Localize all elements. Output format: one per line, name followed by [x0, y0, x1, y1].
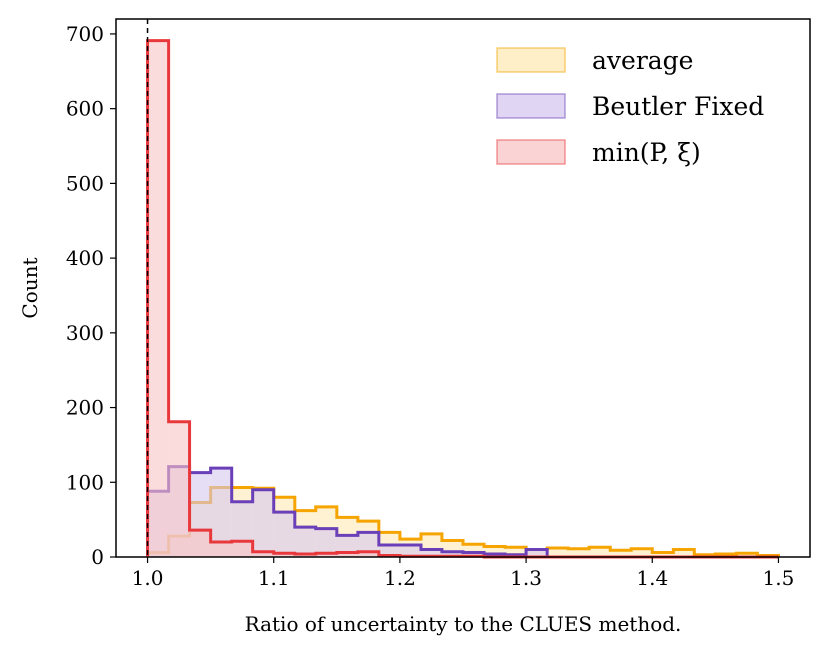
legend: average Beutler Fixed min(P, ξ) [496, 46, 764, 167]
bar [526, 549, 548, 557]
bar [273, 512, 295, 557]
bar [231, 541, 253, 557]
bar [252, 489, 274, 557]
y-tick-label: 700 [66, 22, 104, 46]
bar [589, 547, 611, 557]
bar [315, 528, 337, 557]
series-2 [146, 39, 779, 559]
y-axis-label: Count [18, 257, 42, 318]
plot-frame [115, 18, 811, 558]
bar [631, 548, 653, 557]
bar [610, 550, 632, 557]
x-axis-ticks: 1.0 1.1 1.2 1.3 1.4 1.5 [132, 557, 795, 590]
bar [147, 40, 169, 558]
y-tick-label: 400 [66, 246, 104, 270]
bar [252, 551, 274, 557]
x-tick-label: 1.4 [636, 566, 668, 590]
bar [378, 545, 400, 557]
x-tick-label: 1.1 [258, 566, 290, 590]
bar [315, 553, 337, 557]
bar [484, 546, 506, 557]
bar [568, 548, 590, 557]
bar [441, 551, 463, 557]
legend-item: average [496, 46, 693, 75]
legend-swatch [496, 93, 566, 119]
bar [399, 545, 421, 557]
y-tick-label: 600 [66, 97, 104, 121]
bar [210, 468, 232, 557]
x-tick-label: 1.2 [384, 566, 416, 590]
histogram-series-group [146, 39, 780, 559]
legend-label: min(P, ξ) [592, 138, 701, 167]
bar [547, 548, 569, 557]
legend-label: Beutler Fixed [592, 92, 764, 121]
legend-swatch [496, 139, 566, 165]
legend-item: Beutler Fixed [496, 92, 764, 121]
x-tick-label: 1.3 [510, 566, 542, 590]
bar [189, 530, 211, 557]
bar [505, 547, 527, 557]
bar [736, 553, 758, 557]
legend-label: average [592, 46, 693, 75]
legend-swatch [496, 47, 566, 73]
bar [673, 549, 695, 557]
x-tick-label: 1.5 [763, 566, 795, 590]
y-tick-label: 200 [66, 396, 104, 420]
x-tick-label: 1.0 [132, 566, 164, 590]
y-tick-label: 300 [66, 321, 104, 345]
bar [168, 421, 190, 557]
y-axis-ticks: 0 100 200 300 400 500 600 700 [66, 22, 116, 569]
bar [336, 552, 358, 557]
y-tick-label: 500 [66, 171, 104, 195]
bar [273, 553, 295, 557]
legend-item: min(P, ξ) [496, 138, 701, 167]
x-axis-label: Ratio of uncertainty to the CLUES method… [245, 612, 682, 636]
bar [294, 527, 316, 557]
y-tick-label: 100 [66, 470, 104, 494]
bar [357, 551, 379, 557]
y-tick-label: 0 [91, 545, 104, 569]
bar [420, 549, 442, 557]
bar [652, 552, 674, 557]
bar [210, 542, 232, 557]
